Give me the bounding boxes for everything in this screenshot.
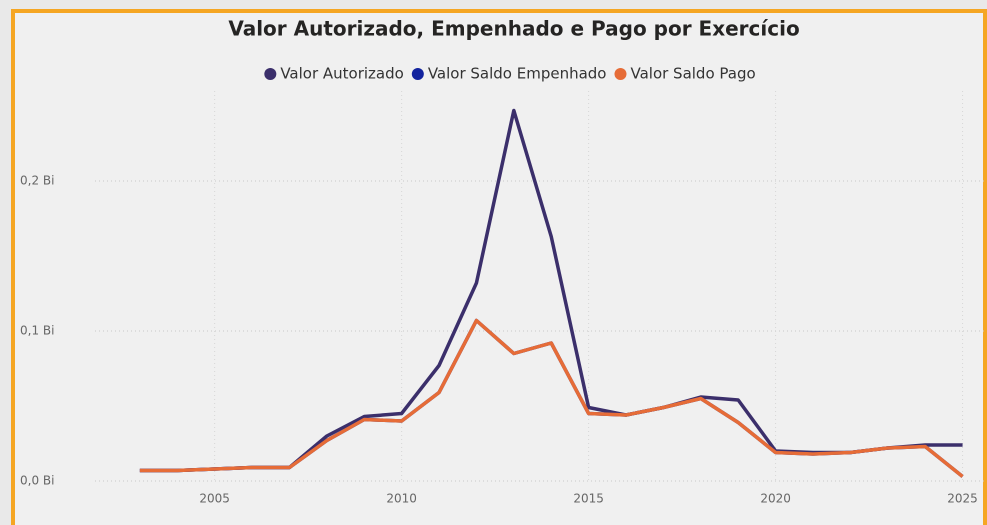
legend-label: Valor Saldo Empenhado xyxy=(428,65,607,83)
chart-frame xyxy=(11,9,987,525)
legend-item: Valor Saldo Empenhado xyxy=(411,65,607,83)
x-tick-label: 2010 xyxy=(386,492,417,506)
legend-marker xyxy=(614,68,627,80)
x-tick-label: 2005 xyxy=(199,492,230,506)
legend-item: Valor Saldo Pago xyxy=(614,65,756,83)
series-line xyxy=(139,318,964,478)
y-tick-label: 0,1 Bi xyxy=(20,324,54,338)
legend: Valor Autorizado Valor Saldo Empenhado Val… xyxy=(264,65,756,83)
legend-label: Valor Saldo Pago xyxy=(630,65,755,83)
legend-marker xyxy=(411,68,424,80)
chart-title: Valor Autorizado, Empenhado e Pago por E… xyxy=(228,17,799,41)
y-tick-label: 0,0 Bi xyxy=(20,474,54,488)
legend-marker xyxy=(264,68,277,80)
y-tick-label: 0,2 Bi xyxy=(20,174,54,188)
x-tick-label: 2025 xyxy=(947,492,978,506)
x-tick-label: 2020 xyxy=(760,492,791,506)
legend-item: Valor Autorizado xyxy=(264,65,404,83)
legend-label: Valor Autorizado xyxy=(280,65,404,83)
x-tick-label: 2015 xyxy=(573,492,604,506)
